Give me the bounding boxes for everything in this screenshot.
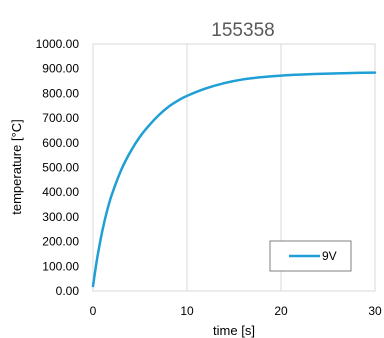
y-tick-label: 900.00 [42,62,79,76]
x-axis-label: time [s] [213,323,255,338]
y-tick-label: 1000.00 [36,37,80,51]
x-tick-label: 0 [90,304,97,318]
y-tick-label: 200.00 [42,235,79,249]
y-tick-label: 400.00 [42,185,79,199]
legend-label: 9V [322,249,337,263]
y-axis: 0.00 100.00 200.00 300.00 400.00 500.00 600.00… [36,37,80,298]
x-tick-label: 10 [180,304,194,318]
y-tick-label: 300.00 [42,210,79,224]
series-line-9v [91,71,377,288]
y-tick-label: 100.00 [42,259,79,273]
y-axis-label: temperature [°C] [9,119,24,215]
y-tick-label: 800.00 [42,86,79,100]
x-axis: 0 10 20 30 [90,304,382,318]
plot-area [92,43,376,292]
x-tick-label: 20 [274,304,288,318]
y-tick-label: 600.00 [42,136,79,150]
x-tick-label: 30 [368,304,382,318]
y-tick-label: 500.00 [42,161,79,175]
y-tick-label: 0.00 [56,284,80,298]
y-tick-label: 700.00 [42,111,79,125]
chart-title: 155358 [211,20,274,41]
legend: 9V [269,240,352,272]
